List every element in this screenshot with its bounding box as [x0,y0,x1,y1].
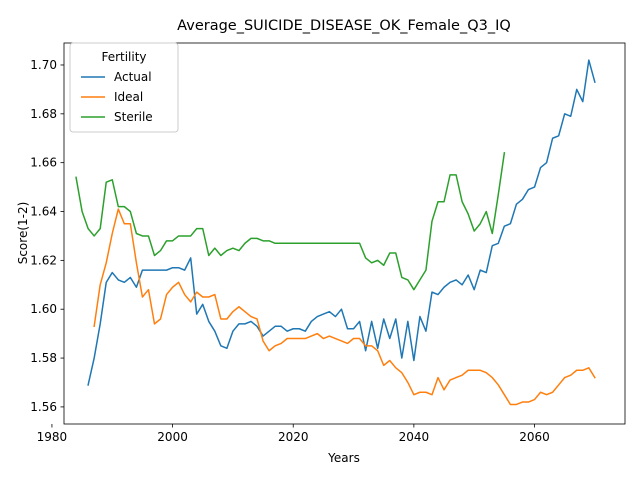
y-tick-label: 1.58 [30,351,57,365]
series-line-actual [87,59,596,386]
legend-label-ideal: Ideal [114,90,143,104]
legend-label-actual: Actual [114,70,152,84]
legend: Fertility Actual Ideal Sterile [69,42,179,133]
x-tick-label: 2000 [157,430,188,444]
chart-title: Average_SUICIDE_DISEASE_OK_Female_Q3_IQ [177,18,511,34]
series-line-sterile [75,152,506,291]
x-axis-ticks: 1980 2000 2020 2040 2060 [37,424,550,444]
x-tick-label: 2020 [278,430,309,444]
plot-frame [63,42,626,425]
y-tick-label: 1.56 [30,400,57,414]
y-tick-label: 1.62 [30,253,57,267]
x-axis-label: Years [327,451,360,465]
y-axis-label: Score(1-2) [16,202,30,265]
legend-entries: Actual Ideal Sterile [81,70,153,124]
y-tick-label: 1.60 [30,302,57,316]
y-tick-label: 1.66 [30,156,57,170]
y-axis-ticks: 1.56 1.58 1.60 1.62 1.64 1.66 1.68 1.70 [30,58,64,414]
legend-label-sterile: Sterile [114,110,153,124]
y-tick-label: 1.64 [30,205,57,219]
x-tick-label: 2040 [399,430,430,444]
y-tick-label: 1.70 [30,58,57,72]
series-layer [75,59,596,406]
y-tick-label: 1.68 [30,107,57,121]
legend-title: Fertility [101,50,146,64]
x-tick-label: 2060 [519,430,550,444]
legend-box [69,42,179,133]
series-line-ideal [93,208,596,406]
x-tick-label: 1980 [37,430,68,444]
